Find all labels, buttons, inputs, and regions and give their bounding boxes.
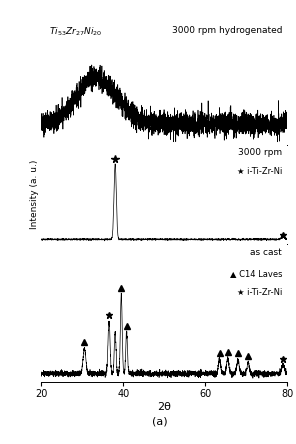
- X-axis label: 2θ: 2θ: [157, 401, 171, 412]
- Text: as cast: as cast: [250, 248, 282, 257]
- Text: Ti$_{53}$Zr$_{27}$Ni$_{20}$: Ti$_{53}$Zr$_{27}$Ni$_{20}$: [49, 26, 102, 38]
- Text: ★ i-Ti-Zr-Ni: ★ i-Ti-Zr-Ni: [237, 167, 282, 176]
- Text: 3000 rpm hydrogenated: 3000 rpm hydrogenated: [172, 26, 282, 35]
- Text: ★ i-Ti-Zr-Ni: ★ i-Ti-Zr-Ni: [237, 288, 282, 297]
- Text: ▲ C14 Laves: ▲ C14 Laves: [230, 269, 282, 278]
- Text: 3000 rpm: 3000 rpm: [238, 148, 282, 157]
- Text: (a): (a): [152, 416, 168, 426]
- Y-axis label: Intensity (a. u.): Intensity (a. u.): [30, 160, 39, 229]
